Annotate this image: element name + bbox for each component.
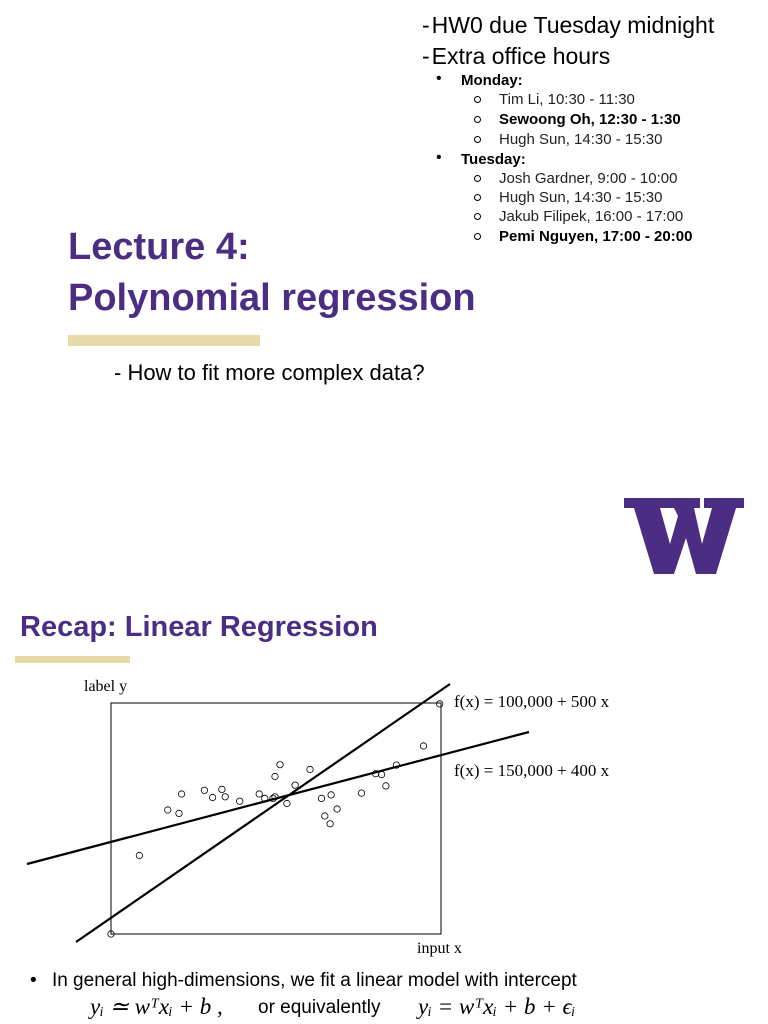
lecture-title-line2: Polynomial regression	[68, 277, 476, 319]
line-2-label: f(x) = 150,000 + 400 x	[454, 761, 610, 780]
data-point	[321, 812, 329, 820]
fit-line-1	[75, 683, 451, 943]
day-monday: Monday:	[461, 72, 523, 89]
data-point	[326, 820, 334, 828]
university-w-logo	[624, 494, 744, 578]
data-point	[382, 782, 390, 790]
y-axis-label: label y	[84, 678, 127, 695]
hollow-bullet-icon	[474, 233, 481, 240]
data-point	[372, 770, 380, 778]
recap-bullet-text: In general high-dimensions, we fit a lin…	[51, 970, 577, 991]
x-axis-label: input x	[417, 940, 462, 957]
slot-tuesday-2: Hugh Sun, 14:30 - 15:30	[499, 189, 663, 206]
data-point	[175, 809, 183, 817]
data-point	[419, 742, 428, 750]
chart-svg: label y input x f(x) = 100,000 + 500 x f…	[26, 678, 610, 957]
data-point	[327, 791, 335, 799]
bullet-dot-icon: •	[436, 70, 442, 87]
hollow-bullet-icon	[474, 175, 481, 182]
data-point	[291, 781, 299, 789]
data-point	[178, 790, 186, 798]
data-point	[436, 700, 444, 708]
data-point	[283, 799, 291, 808]
slot-monday-3: Hugh Sun, 14:30 - 15:30	[499, 131, 663, 148]
regression-chart: label y input x f(x) = 100,000 + 500 x f…	[20, 672, 680, 964]
slot-monday-1: Tim Li, 10:30 - 11:30	[499, 91, 635, 108]
w-logo-icon	[624, 498, 744, 574]
slot-tuesday-4: Pemi Nguyen, 17:00 - 20:00	[499, 228, 693, 245]
scatter-points	[107, 700, 444, 938]
data-point	[317, 794, 326, 803]
lecture-subtitle: - How to fit more complex data?	[114, 360, 425, 385]
data-point	[107, 930, 115, 938]
hollow-bullet-icon	[474, 194, 481, 201]
data-point	[164, 806, 172, 814]
data-point	[261, 794, 269, 803]
hollow-bullet-icon	[474, 136, 481, 143]
data-point	[276, 761, 284, 769]
recap-underline-bar	[15, 656, 130, 663]
equation-exact: yᵢ = wᵀxᵢ + b + ϵᵢ	[418, 994, 576, 1019]
lecture-title-line1: Lecture 4:	[68, 226, 250, 268]
data-point	[306, 765, 314, 774]
data-point	[236, 797, 244, 805]
recap-bullet: • In general high-dimensions, we fit a l…	[30, 970, 577, 992]
hollow-bullet-icon	[474, 96, 481, 103]
announcement-hw0: -HW0 due Tuesday midnight	[422, 12, 715, 38]
plot-frame	[110, 702, 442, 935]
data-point	[209, 793, 217, 802]
data-point	[377, 771, 386, 779]
equation-approx: yᵢ ≃ wᵀxᵢ + b ,	[90, 994, 223, 1019]
data-point	[255, 790, 263, 798]
bullet-dot-icon: •	[30, 970, 37, 991]
data-point	[271, 793, 279, 801]
data-point	[269, 794, 277, 803]
hollow-bullet-icon	[474, 213, 481, 220]
slot-tuesday-3: Jakub Filipek, 16:00 - 17:00	[499, 208, 684, 225]
hollow-bullet-icon	[474, 116, 481, 123]
data-point	[271, 772, 279, 781]
line-1-label: f(x) = 100,000 + 500 x	[454, 692, 610, 711]
data-point	[218, 785, 226, 794]
data-point	[135, 851, 144, 860]
data-point	[333, 805, 341, 813]
announcement-office-hours: -Extra office hours	[422, 43, 611, 69]
day-tuesday: Tuesday:	[461, 151, 526, 168]
data-point	[200, 786, 208, 794]
title-underline-bar	[68, 335, 260, 346]
data-point	[221, 793, 229, 801]
bullet-dot-icon: •	[436, 149, 442, 166]
data-point	[392, 761, 400, 769]
slot-monday-2: Sewoong Oh, 12:30 - 1:30	[499, 111, 681, 128]
data-point	[357, 789, 366, 797]
slot-tuesday-1: Josh Gardner, 9:00 - 10:00	[499, 170, 678, 187]
equation-connector: or equivalently	[258, 997, 381, 1018]
recap-title: Recap: Linear Regression	[20, 611, 378, 643]
